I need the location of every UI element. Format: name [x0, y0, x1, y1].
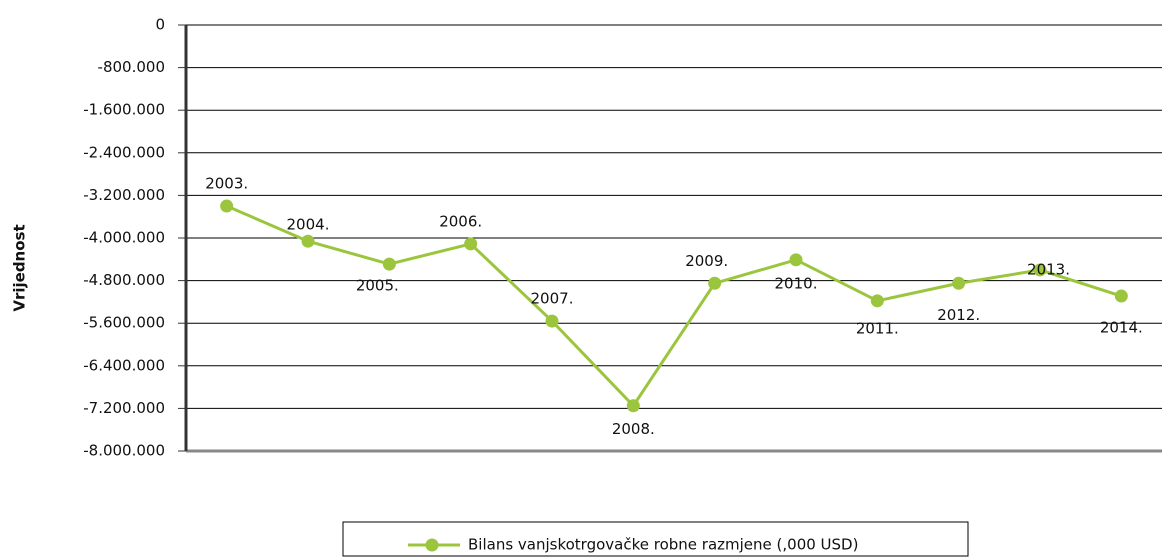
point	[464, 237, 478, 251]
point-label: 2003.	[205, 175, 248, 193]
point	[220, 199, 234, 213]
y-tick-label: -3.200.000	[83, 186, 165, 204]
series-line	[226, 204, 1122, 409]
legend-marker	[425, 538, 439, 552]
point	[789, 253, 803, 267]
y-tick-label: -6.400.000	[83, 356, 165, 374]
y-tick-label: -7.200.000	[83, 399, 165, 417]
point-label: 2011.	[856, 319, 899, 337]
y-tick-label: -4.000.000	[83, 229, 165, 247]
point	[1033, 263, 1047, 277]
point	[870, 294, 884, 308]
point-label: 2012.	[937, 306, 980, 324]
point	[1114, 289, 1128, 303]
y-tick-label: -800.000	[98, 58, 165, 76]
y-tick-label: 0	[155, 16, 165, 34]
point	[952, 276, 966, 290]
point-label: 2010.	[775, 274, 818, 292]
point	[545, 314, 559, 328]
point	[626, 399, 640, 413]
y-tick-label: -8.000.000	[83, 442, 165, 460]
legend	[342, 521, 969, 557]
point-label: 2008.	[612, 420, 655, 438]
y-tick-label: -5.600.000	[83, 314, 165, 332]
point-label: 2014.	[1100, 319, 1143, 337]
point-label: 2009.	[685, 252, 728, 270]
point-label: 2007.	[531, 290, 574, 308]
y-tick-label: -4.800.000	[83, 271, 165, 289]
legend-label: Bilans vanjskotrgovačke robne razmjene (…	[468, 536, 858, 554]
point-label: 2013.	[1027, 260, 1070, 278]
point-label: 2005.	[356, 277, 399, 295]
point	[382, 257, 396, 271]
y-tick-label: -2.400.000	[83, 143, 165, 161]
point	[708, 276, 722, 290]
point-label: 2006.	[439, 212, 482, 230]
y-axis-title: Vrijednost	[11, 224, 29, 311]
point-label: 2004.	[287, 216, 330, 234]
y-tick-label: -1.600.000	[83, 101, 165, 119]
point	[301, 234, 315, 248]
